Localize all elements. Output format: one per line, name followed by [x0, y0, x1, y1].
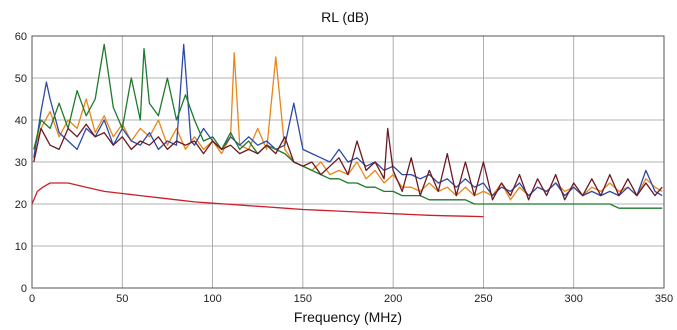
plot-area-border — [31, 35, 665, 289]
x-tick-label: 200 — [384, 293, 402, 305]
x-tick-label: 250 — [474, 293, 492, 305]
y-tick-label: 40 — [15, 115, 27, 127]
y-tick-label: 10 — [15, 241, 27, 253]
series-line-1 — [33, 52, 663, 201]
y-tick-label: 0 — [21, 283, 27, 295]
y-tick-label: 60 — [15, 31, 27, 43]
x-axis-ticks: 0 50 100 150 200 250 300 350 — [29, 293, 673, 305]
x-tick-label: 350 — [655, 293, 673, 305]
x-tick-label: 0 — [29, 293, 35, 305]
y-axis-ticks: 0 10 20 30 40 50 60 — [15, 31, 27, 295]
series-line-2 — [33, 43, 663, 197]
y-tick-label: 20 — [15, 199, 27, 211]
series-line-4 — [33, 123, 663, 201]
y-tick-label: 50 — [15, 73, 27, 85]
x-tick-label: 150 — [294, 293, 312, 305]
x-tick-label: 50 — [116, 293, 128, 305]
series-line-3 — [33, 43, 663, 209]
chart-title: RL (dB) — [321, 9, 369, 25]
series-line-5 — [31, 182, 484, 218]
series-lines — [31, 43, 663, 218]
x-tick-label: 300 — [565, 293, 583, 305]
x-tick-label: 100 — [203, 293, 221, 305]
y-tick-label: 30 — [15, 157, 27, 169]
x-axis-label: Frequency (MHz) — [294, 309, 402, 325]
